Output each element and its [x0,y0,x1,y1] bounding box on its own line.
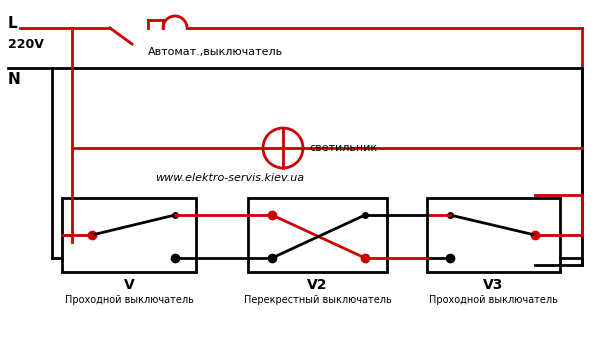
Text: V: V [124,278,134,292]
Text: светильник: светильник [309,143,377,153]
Text: www.elektro-servis.kiev.ua: www.elektro-servis.kiev.ua [155,173,305,183]
Text: Автомат.,выключатель: Автомат.,выключатель [148,47,283,57]
Text: L: L [8,17,17,31]
Text: N: N [8,72,21,87]
Text: V2: V2 [307,278,328,292]
Text: Проходной выключатель: Проходной выключатель [65,295,193,305]
Text: Проходной выключатель: Проходной выключатель [429,295,558,305]
Text: 220V: 220V [8,37,44,50]
Text: V3: V3 [484,278,503,292]
Text: Перекрестный выключатель: Перекрестный выключатель [244,295,391,305]
